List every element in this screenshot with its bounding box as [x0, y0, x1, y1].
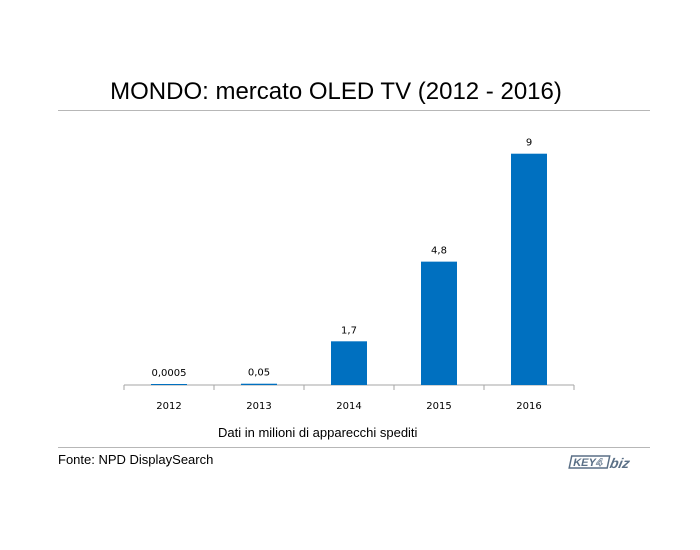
- data-label-2013: 0,05: [248, 368, 270, 379]
- data-label-2016: 9: [526, 138, 532, 149]
- source-text: Fonte: NPD DisplaySearch: [58, 452, 214, 467]
- x-axis-caption: Dati in milioni di apparecchi spediti: [218, 425, 418, 440]
- key4biz-logo: KEY 4 biz: [567, 450, 641, 474]
- chart-title: MONDO: mercato OLED TV (2012 - 2016): [110, 78, 562, 105]
- tick-label-2015: 2015: [426, 401, 451, 412]
- bar-2013: [241, 383, 277, 385]
- top-divider: [58, 110, 650, 111]
- bottom-divider: [58, 447, 650, 448]
- bar-chart: 0,0005 2012 0,05 2013 1,7 2014 4,8 2015 9 2016: [123, 138, 575, 412]
- tick-label-2014: 2014: [336, 401, 361, 412]
- bar-2016: [511, 153, 547, 385]
- svg-text:biz: biz: [609, 455, 632, 471]
- svg-text:KEY: KEY: [572, 457, 598, 469]
- tick-label-2016: 2016: [516, 401, 541, 412]
- bar-2015: [421, 261, 457, 385]
- tick-label-2013: 2013: [246, 401, 271, 412]
- svg-text:4: 4: [595, 457, 604, 469]
- bar-2014: [331, 341, 367, 385]
- data-label-2014: 1,7: [341, 325, 357, 336]
- data-label-2012: 0,0005: [152, 368, 187, 379]
- tick-label-2012: 2012: [156, 401, 181, 412]
- data-label-2015: 4,8: [431, 246, 447, 257]
- bar-2012: [151, 384, 187, 385]
